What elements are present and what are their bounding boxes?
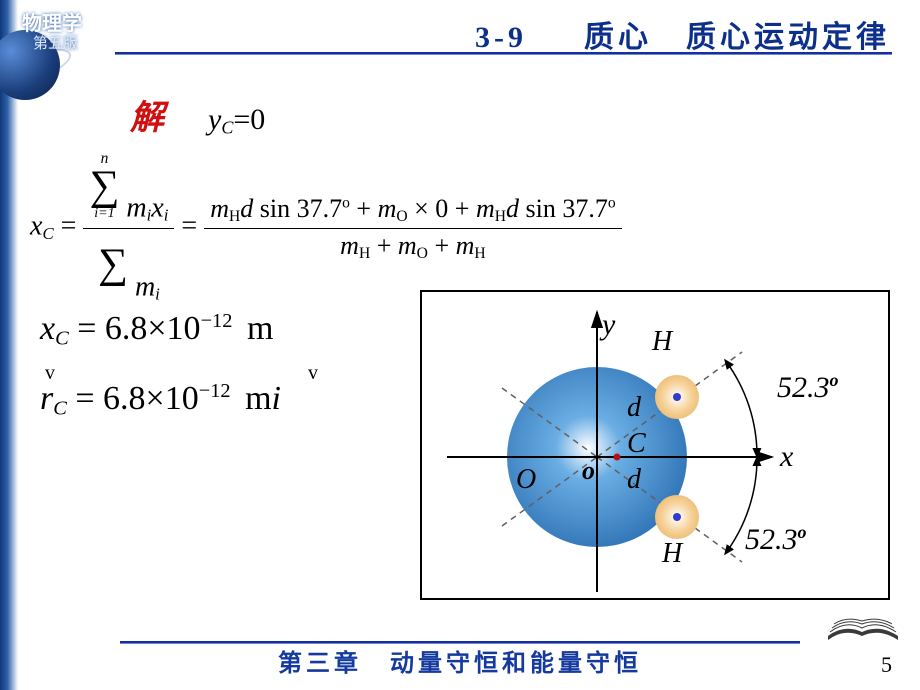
- d2-bs: O: [417, 245, 428, 262]
- den-mi: i: [155, 284, 160, 303]
- d2-a: m: [340, 231, 359, 260]
- d2-c: m: [456, 231, 475, 260]
- res-rc-var: r: [40, 380, 53, 417]
- n2-m1: m: [210, 194, 229, 223]
- n2-m3: m: [476, 194, 495, 223]
- res-xc-sub: C: [55, 327, 69, 349]
- d2-as: H: [359, 245, 370, 262]
- d2-cs: H: [474, 245, 485, 262]
- axis-x-label: x: [780, 440, 793, 474]
- res-rc-sub: C: [53, 397, 67, 419]
- origin-o-label: o: [582, 456, 595, 486]
- H-top-label: H: [652, 326, 672, 358]
- logo: 物理学 第五版: [8, 2, 108, 102]
- deg2: o: [608, 194, 616, 211]
- res-xc-val: = 6.8×10: [77, 310, 200, 347]
- vec-mark-i: v: [308, 362, 318, 385]
- center-of-mass-dot-icon: [614, 454, 621, 461]
- eq-xc-var: x: [30, 211, 42, 242]
- eq-xc-sub: C: [42, 224, 53, 243]
- eq-yc-sub: C: [221, 118, 233, 138]
- den-m: m: [135, 271, 155, 302]
- book-edition: 第五版: [33, 32, 78, 53]
- left-gradient-strip: [0, 0, 18, 690]
- solution-label: 解: [130, 100, 164, 137]
- res-rc-uniti: i: [272, 380, 281, 417]
- angle-bot-val: 52.3: [745, 523, 798, 556]
- res-rc-val: = 6.8×10: [75, 380, 198, 417]
- molecule-diagram: y x O o C d d H H 52.3o 52.3o: [420, 290, 890, 600]
- angle-top-val: 52.3: [777, 371, 830, 404]
- eq-yc-rhs: =0: [233, 103, 265, 136]
- n2-m1s: H: [229, 208, 240, 225]
- res-xc-var: x: [40, 310, 55, 347]
- oxygen-label: O: [516, 464, 536, 496]
- chapter-footer: 第三章 动量守恒和能量守恒: [0, 643, 920, 678]
- center-C-label: C: [627, 428, 646, 460]
- res-xc-exp: −12: [201, 310, 233, 332]
- n2-m2: m: [378, 194, 397, 223]
- num-mi-m: m: [126, 193, 146, 224]
- section-name: 质心 质心运动定律: [584, 21, 890, 54]
- angle-bot-deg: o: [798, 522, 807, 542]
- res-rc-unitpre: m: [245, 380, 271, 417]
- H-bot-label: H: [662, 538, 682, 570]
- section-number: 3-9: [475, 21, 527, 54]
- n2-m2s: O: [396, 208, 407, 225]
- hydrogen-top-dot-icon: [673, 393, 681, 401]
- sigma-icon: ∑: [89, 167, 119, 207]
- angle-top-deg: o: [830, 370, 839, 390]
- sigma-icon-2: ∑: [98, 245, 128, 285]
- axis-y-label: y: [602, 308, 615, 342]
- angle-arc-top-icon: [725, 360, 757, 457]
- d-bot-label: d: [627, 464, 641, 496]
- book-icon: [824, 596, 902, 646]
- num-xi-x: x: [151, 193, 163, 224]
- header-divider: [115, 52, 892, 55]
- section-title: 3-9 质心 质心运动定律: [475, 12, 890, 56]
- d-top-label: d: [627, 392, 641, 424]
- vec-mark-r: v: [45, 362, 55, 385]
- d2-b: m: [398, 231, 417, 260]
- eq-yc-var: y: [208, 103, 221, 136]
- res-xc-unit: m: [247, 310, 273, 347]
- deg1: o: [342, 194, 350, 211]
- n2-m3s: H: [495, 208, 506, 225]
- res-rc-exp: −12: [199, 380, 231, 402]
- hydrogen-bot-dot-icon: [673, 513, 681, 521]
- num-xi-i: i: [164, 206, 169, 225]
- page-number: 5: [881, 652, 892, 678]
